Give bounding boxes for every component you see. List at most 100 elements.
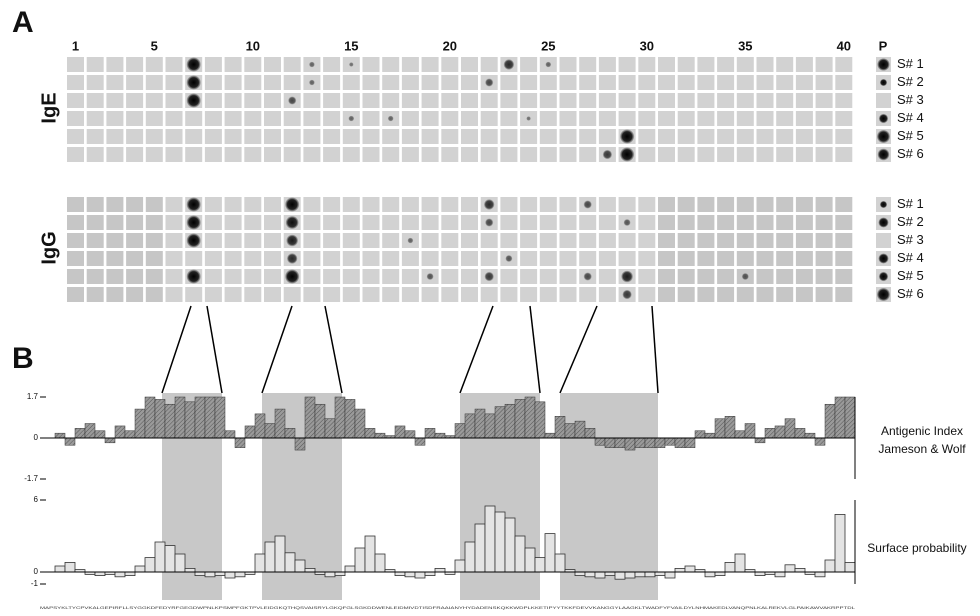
- spot: [309, 80, 315, 86]
- profile-bar: [525, 397, 535, 438]
- profile-bar: [165, 546, 175, 572]
- spot: [584, 273, 592, 281]
- profile-bar: [345, 566, 355, 572]
- blot-cell: [520, 197, 537, 212]
- blot-cell: [520, 287, 537, 302]
- blot-cell: [579, 75, 596, 90]
- blot-cell: [796, 57, 813, 72]
- spot: [408, 238, 414, 244]
- blot-cell: [67, 215, 84, 230]
- blot-cell: [461, 197, 478, 212]
- blot-cell: [560, 215, 577, 230]
- profile-bar: [165, 404, 175, 438]
- profile-bar: [755, 438, 765, 443]
- profile-bar: [145, 397, 155, 438]
- blot-cell: [284, 111, 301, 126]
- profile-bar: [545, 534, 555, 572]
- blot-cell: [402, 111, 419, 126]
- blot-cell: [363, 75, 380, 90]
- profile-bar: [555, 554, 565, 572]
- blot-cell: [481, 251, 498, 266]
- blot-cell: [166, 269, 183, 284]
- blot-cell: [638, 287, 655, 302]
- profile-bar: [705, 433, 715, 438]
- profile-bar: [725, 416, 735, 438]
- blot-cell: [599, 129, 616, 144]
- profile-bar: [635, 438, 645, 448]
- sample-label: S# 6: [897, 286, 924, 301]
- blot-cell: [402, 93, 419, 108]
- blot-cell: [185, 111, 202, 126]
- blot-cell: [244, 147, 261, 162]
- blot-cell: [87, 75, 104, 90]
- y-tick-label: 0: [34, 433, 39, 442]
- blot-cell: [87, 251, 104, 266]
- blot-cell: [658, 75, 675, 90]
- blot-cell: [363, 93, 380, 108]
- profile-bar: [795, 568, 805, 572]
- blot-cell: [166, 215, 183, 230]
- blot-cell: [500, 147, 517, 162]
- spot: [349, 62, 353, 66]
- profile-bar: [805, 433, 815, 438]
- blot-cell: [776, 269, 793, 284]
- blot-cell: [166, 197, 183, 212]
- blot-cell: [816, 233, 833, 248]
- blot-cell: [146, 57, 163, 72]
- sample-label: S# 1: [897, 56, 924, 71]
- y-tick-label: -1.7: [24, 474, 38, 483]
- blot-cell: [560, 251, 577, 266]
- blot-cell: [441, 129, 458, 144]
- blot-cell: [244, 215, 261, 230]
- blot-cell: [835, 269, 852, 284]
- profile-bar: [235, 438, 245, 448]
- profile-bar: [215, 572, 225, 576]
- blot-cell: [638, 147, 655, 162]
- sample-label: S# 2: [897, 214, 924, 229]
- profile-bar: [355, 548, 365, 572]
- blot-cell: [678, 57, 695, 72]
- blot-cell: [323, 75, 340, 90]
- blot-cell: [500, 93, 517, 108]
- blot-cell: [441, 269, 458, 284]
- column-number: 5: [151, 38, 158, 53]
- control-spot: [878, 149, 890, 161]
- blot-cell: [166, 57, 183, 72]
- blot-cell: [560, 197, 577, 212]
- y-tick-label: 0: [34, 567, 39, 576]
- blot-cell: [776, 233, 793, 248]
- blot-cell: [658, 147, 675, 162]
- profile-bar: [325, 419, 335, 438]
- blot-cell: [402, 57, 419, 72]
- control-spot: [877, 58, 889, 70]
- blot-cell: [678, 147, 695, 162]
- blot-cell: [461, 215, 478, 230]
- blot-cell: [599, 57, 616, 72]
- profile-bar: [845, 562, 855, 572]
- blot-cell: [796, 269, 813, 284]
- spot: [187, 216, 201, 230]
- blot-cell: [382, 215, 399, 230]
- column-number: 35: [738, 38, 752, 53]
- blot-cell: [500, 111, 517, 126]
- blot-cell: [264, 57, 281, 72]
- blot-cell: [205, 251, 222, 266]
- blot-cell: [678, 197, 695, 212]
- blot-cell: [67, 147, 84, 162]
- profile-bar: [145, 558, 155, 572]
- blot-cell: [599, 111, 616, 126]
- profile-bar: [695, 431, 705, 438]
- spot: [506, 255, 513, 262]
- blot-cell: [599, 251, 616, 266]
- blot-cell: [146, 287, 163, 302]
- blot-cell: [264, 129, 281, 144]
- sample-label: S# 6: [897, 146, 924, 161]
- blot-cell: [481, 129, 498, 144]
- blot-cell: [500, 197, 517, 212]
- blot-cell: [678, 215, 695, 230]
- spot: [504, 59, 514, 69]
- blot-cell: [323, 233, 340, 248]
- profile-bar: [455, 560, 465, 572]
- blot-cell: [599, 215, 616, 230]
- sample-label: S# 5: [897, 268, 924, 283]
